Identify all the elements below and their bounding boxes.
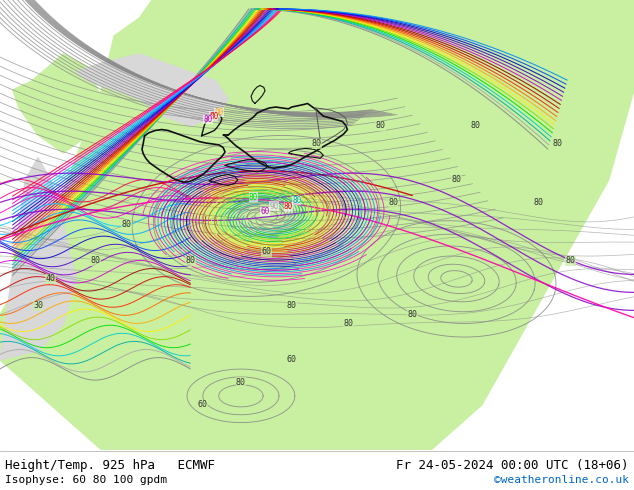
- Text: ©weatheronline.co.uk: ©weatheronline.co.uk: [494, 475, 629, 485]
- Text: 80: 80: [204, 115, 212, 124]
- Text: 80: 80: [553, 140, 563, 148]
- Text: 80: 80: [284, 202, 293, 211]
- Polygon shape: [13, 54, 101, 153]
- Text: 80: 80: [534, 198, 544, 207]
- Text: Height/Temp. 925 hPa   ECMWF: Height/Temp. 925 hPa ECMWF: [5, 459, 215, 472]
- Text: Fr 24-05-2024 00:00 UTC (18+06): Fr 24-05-2024 00:00 UTC (18+06): [396, 459, 629, 472]
- Text: 80: 80: [287, 301, 297, 310]
- Text: 60: 60: [261, 207, 269, 216]
- Polygon shape: [76, 54, 228, 126]
- Text: 80: 80: [388, 198, 398, 207]
- Text: Isophyse: 60 80 100 gpdm: Isophyse: 60 80 100 gpdm: [5, 475, 167, 485]
- Text: 80: 80: [312, 140, 322, 148]
- Text: 60: 60: [287, 355, 297, 365]
- Text: 80: 80: [566, 256, 576, 266]
- Text: 60: 60: [198, 400, 208, 409]
- Text: 80: 80: [214, 108, 223, 117]
- Text: 80: 80: [375, 122, 385, 130]
- Text: 80: 80: [451, 175, 462, 184]
- Text: 80: 80: [407, 310, 417, 319]
- Text: 60: 60: [261, 247, 271, 256]
- Text: 40: 40: [46, 274, 56, 283]
- Text: 80: 80: [249, 193, 258, 201]
- Text: 80: 80: [292, 196, 301, 205]
- Text: 80: 80: [236, 378, 246, 387]
- Text: 80: 80: [470, 122, 481, 130]
- Polygon shape: [393, 0, 571, 202]
- Polygon shape: [0, 0, 634, 450]
- Text: 80: 80: [122, 220, 132, 229]
- Text: 80: 80: [209, 112, 218, 121]
- Polygon shape: [0, 157, 76, 360]
- Text: 80: 80: [344, 319, 354, 328]
- Text: 30: 30: [33, 301, 43, 310]
- Text: 80: 80: [185, 256, 195, 266]
- Text: 90: 90: [269, 201, 278, 211]
- Text: 80: 80: [90, 256, 100, 266]
